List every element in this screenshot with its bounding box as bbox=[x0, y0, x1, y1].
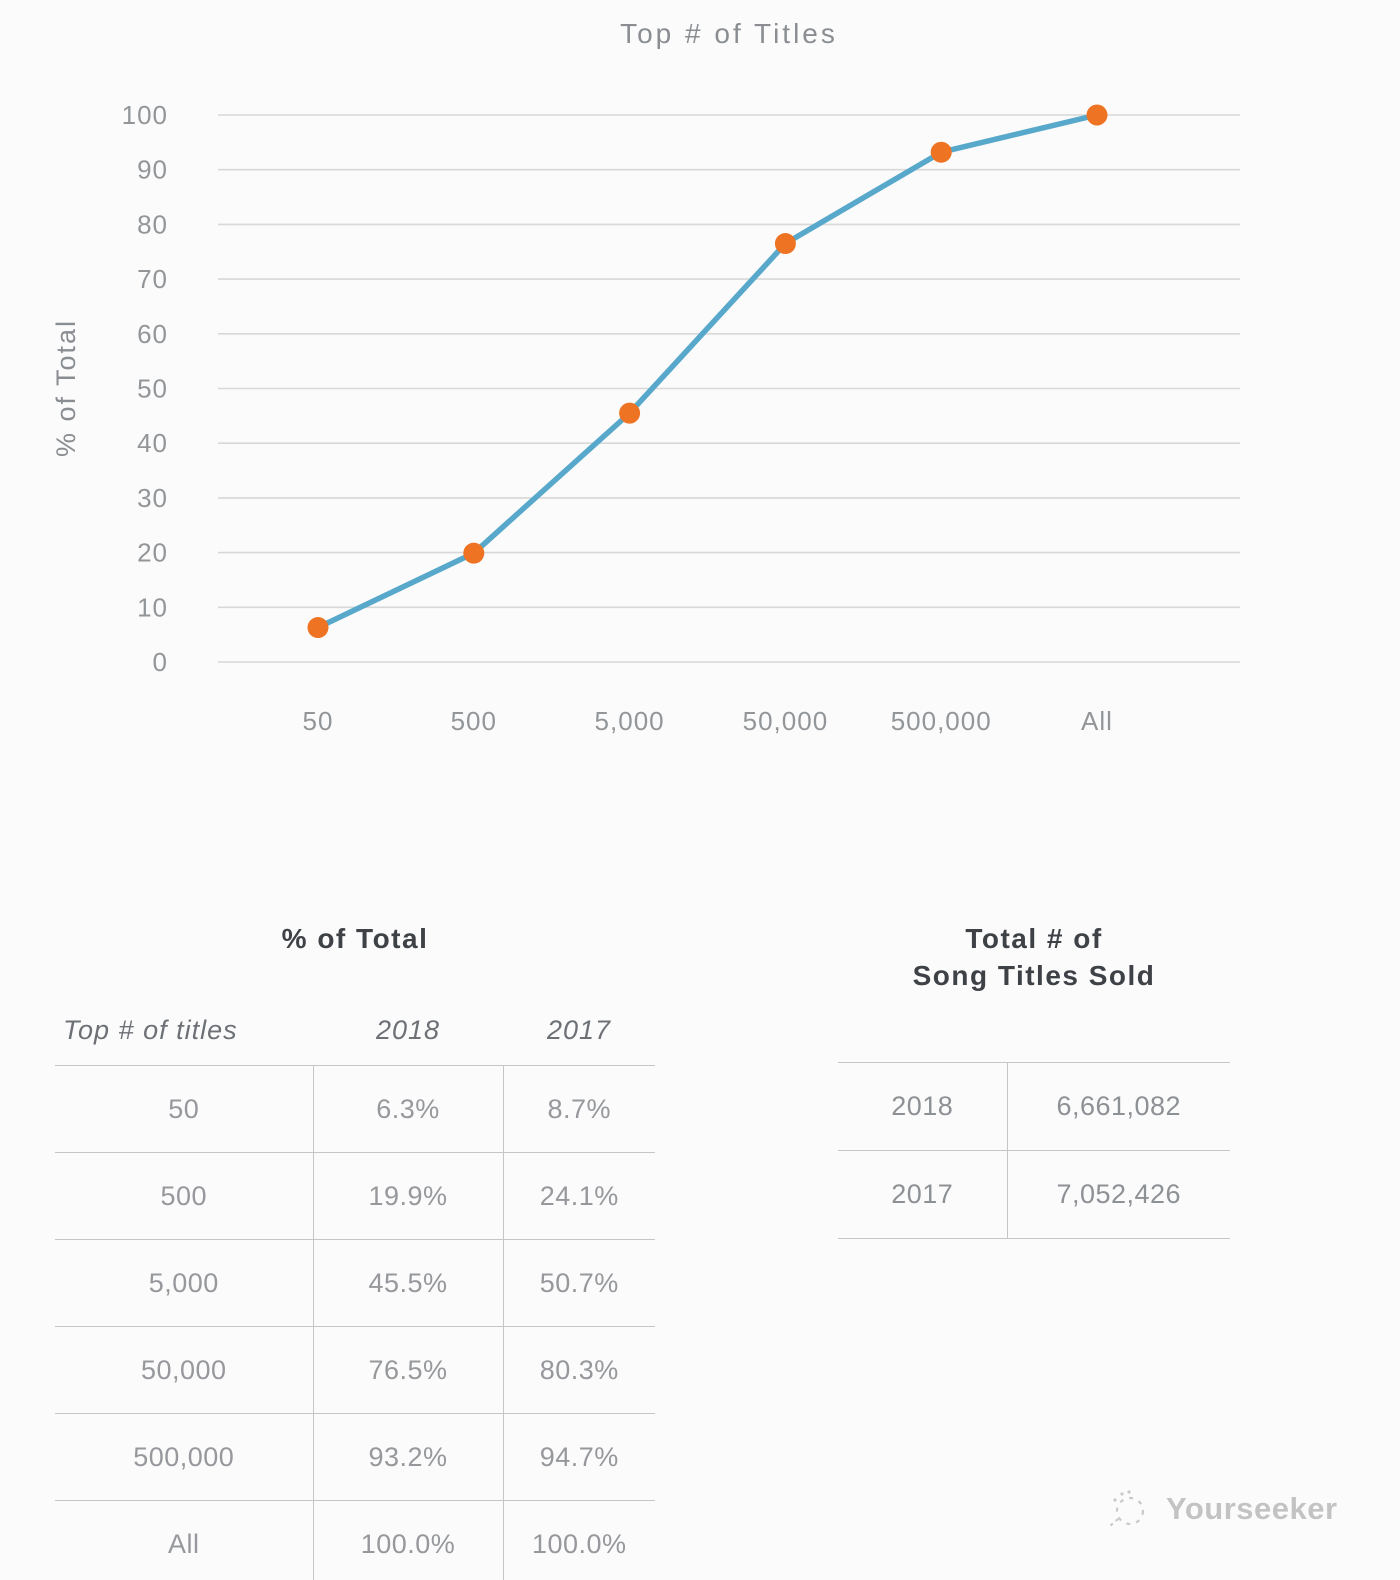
x-tick-label: All bbox=[1081, 706, 1113, 736]
pct-value-cell: 93.2% bbox=[312, 1413, 503, 1501]
y-tick-label: 30 bbox=[137, 483, 168, 513]
total-value-cell: 7,052,426 bbox=[1006, 1150, 1230, 1239]
pct-value-cell: 80.3% bbox=[502, 1326, 655, 1414]
pct-value-cell: 100.0% bbox=[312, 1500, 503, 1580]
row-label: All bbox=[55, 1500, 313, 1580]
row-label: 500 bbox=[55, 1152, 313, 1240]
pct-value-cell: 24.1% bbox=[502, 1152, 655, 1240]
table-row: 2017 7,052,426 bbox=[838, 1150, 1230, 1239]
y-tick-label: 50 bbox=[137, 374, 168, 404]
y-tick-label: 20 bbox=[137, 538, 168, 568]
pct-value-cell: 100.0% bbox=[502, 1500, 655, 1580]
y-tick-label: 70 bbox=[137, 264, 168, 294]
x-tick-label: 50 bbox=[303, 706, 334, 736]
year-label: 2017 bbox=[838, 1150, 1007, 1239]
pct-value-cell: 45.5% bbox=[312, 1239, 503, 1327]
table-row: 50 6.3% 8.7% bbox=[55, 1065, 655, 1153]
data-point-marker bbox=[307, 617, 329, 639]
x-tick-label: 5,000 bbox=[595, 706, 665, 736]
watermark: Yourseeker bbox=[1106, 1486, 1338, 1532]
pct-table: Top # of titles 2018 2017 50 6.3% 8.7% 500 19.… bbox=[55, 995, 655, 1580]
line-chart: 0 10 20 30 40 50 60 70 80 90 100 50 500 5,000 50,000 50… bbox=[51, 100, 1240, 736]
pct-table-title: % of Total bbox=[281, 923, 429, 954]
row-label: 50 bbox=[55, 1065, 313, 1153]
pct-column-header: 2017 bbox=[546, 1014, 612, 1045]
pct-column-header: 2018 bbox=[375, 1014, 441, 1045]
watermark-label: Yourseeker bbox=[1166, 1491, 1338, 1526]
y-tick-label: 40 bbox=[137, 428, 168, 458]
y-tick-label: 80 bbox=[137, 209, 168, 239]
y-tick-label: 90 bbox=[137, 155, 168, 185]
y-tick-label: 100 bbox=[122, 100, 168, 130]
total-value-cell: 6,661,082 bbox=[1006, 1062, 1230, 1151]
pct-value-cell: 19.9% bbox=[312, 1152, 503, 1240]
chart-title: Top # of Titles bbox=[620, 18, 838, 49]
data-point-marker bbox=[930, 141, 952, 163]
row-label: 500,000 bbox=[55, 1413, 313, 1501]
table-row: All 100.0% 100.0% bbox=[55, 1500, 655, 1580]
data-point-marker bbox=[619, 402, 641, 424]
pct-value-cell: 94.7% bbox=[502, 1413, 655, 1501]
y-tick-label: 0 bbox=[153, 647, 168, 677]
totals-table: 2018 6,661,082 2017 7,052,426 bbox=[838, 1062, 1230, 1239]
table-row: 2018 6,661,082 bbox=[838, 1062, 1230, 1151]
data-point-marker bbox=[463, 542, 485, 564]
pct-table-header-row: Top # of titles 2018 2017 bbox=[55, 995, 655, 1066]
table-row: 5,000 45.5% 50.7% bbox=[55, 1239, 655, 1327]
x-tick-label: 500 bbox=[451, 706, 497, 736]
trend-line bbox=[315, 112, 1100, 631]
pct-value-cell: 50.7% bbox=[502, 1239, 655, 1327]
row-label: 50,000 bbox=[55, 1326, 313, 1414]
totals-table-title-line2: Song Titles Sold bbox=[912, 960, 1156, 991]
x-tick-label: 50,000 bbox=[743, 706, 829, 736]
y-tick-label: 10 bbox=[137, 592, 168, 622]
table-row: 500,000 93.2% 94.7% bbox=[55, 1413, 655, 1501]
y-tick-label: 60 bbox=[137, 319, 168, 349]
row-label: 5,000 bbox=[55, 1239, 313, 1327]
pct-value-cell: 76.5% bbox=[312, 1326, 503, 1414]
data-point-marker bbox=[1086, 104, 1108, 126]
totals-table-title-line1: Total # of bbox=[965, 923, 1103, 954]
pct-column-header: Top # of titles bbox=[63, 1014, 238, 1045]
table-row: 50,000 76.5% 80.3% bbox=[55, 1326, 655, 1414]
x-tick-label: 500,000 bbox=[891, 706, 992, 736]
pct-value-cell: 8.7% bbox=[502, 1065, 655, 1153]
pct-value-cell: 6.3% bbox=[312, 1065, 503, 1153]
data-point-marker bbox=[774, 233, 796, 255]
y-axis-title: % of Total bbox=[51, 319, 81, 457]
dashed-circle-logo-icon bbox=[1109, 1490, 1145, 1527]
year-label: 2018 bbox=[838, 1062, 1007, 1151]
table-row: 500 19.9% 24.1% bbox=[55, 1152, 655, 1240]
totals-table-title: Total # of Song Titles Sold bbox=[838, 920, 1230, 994]
